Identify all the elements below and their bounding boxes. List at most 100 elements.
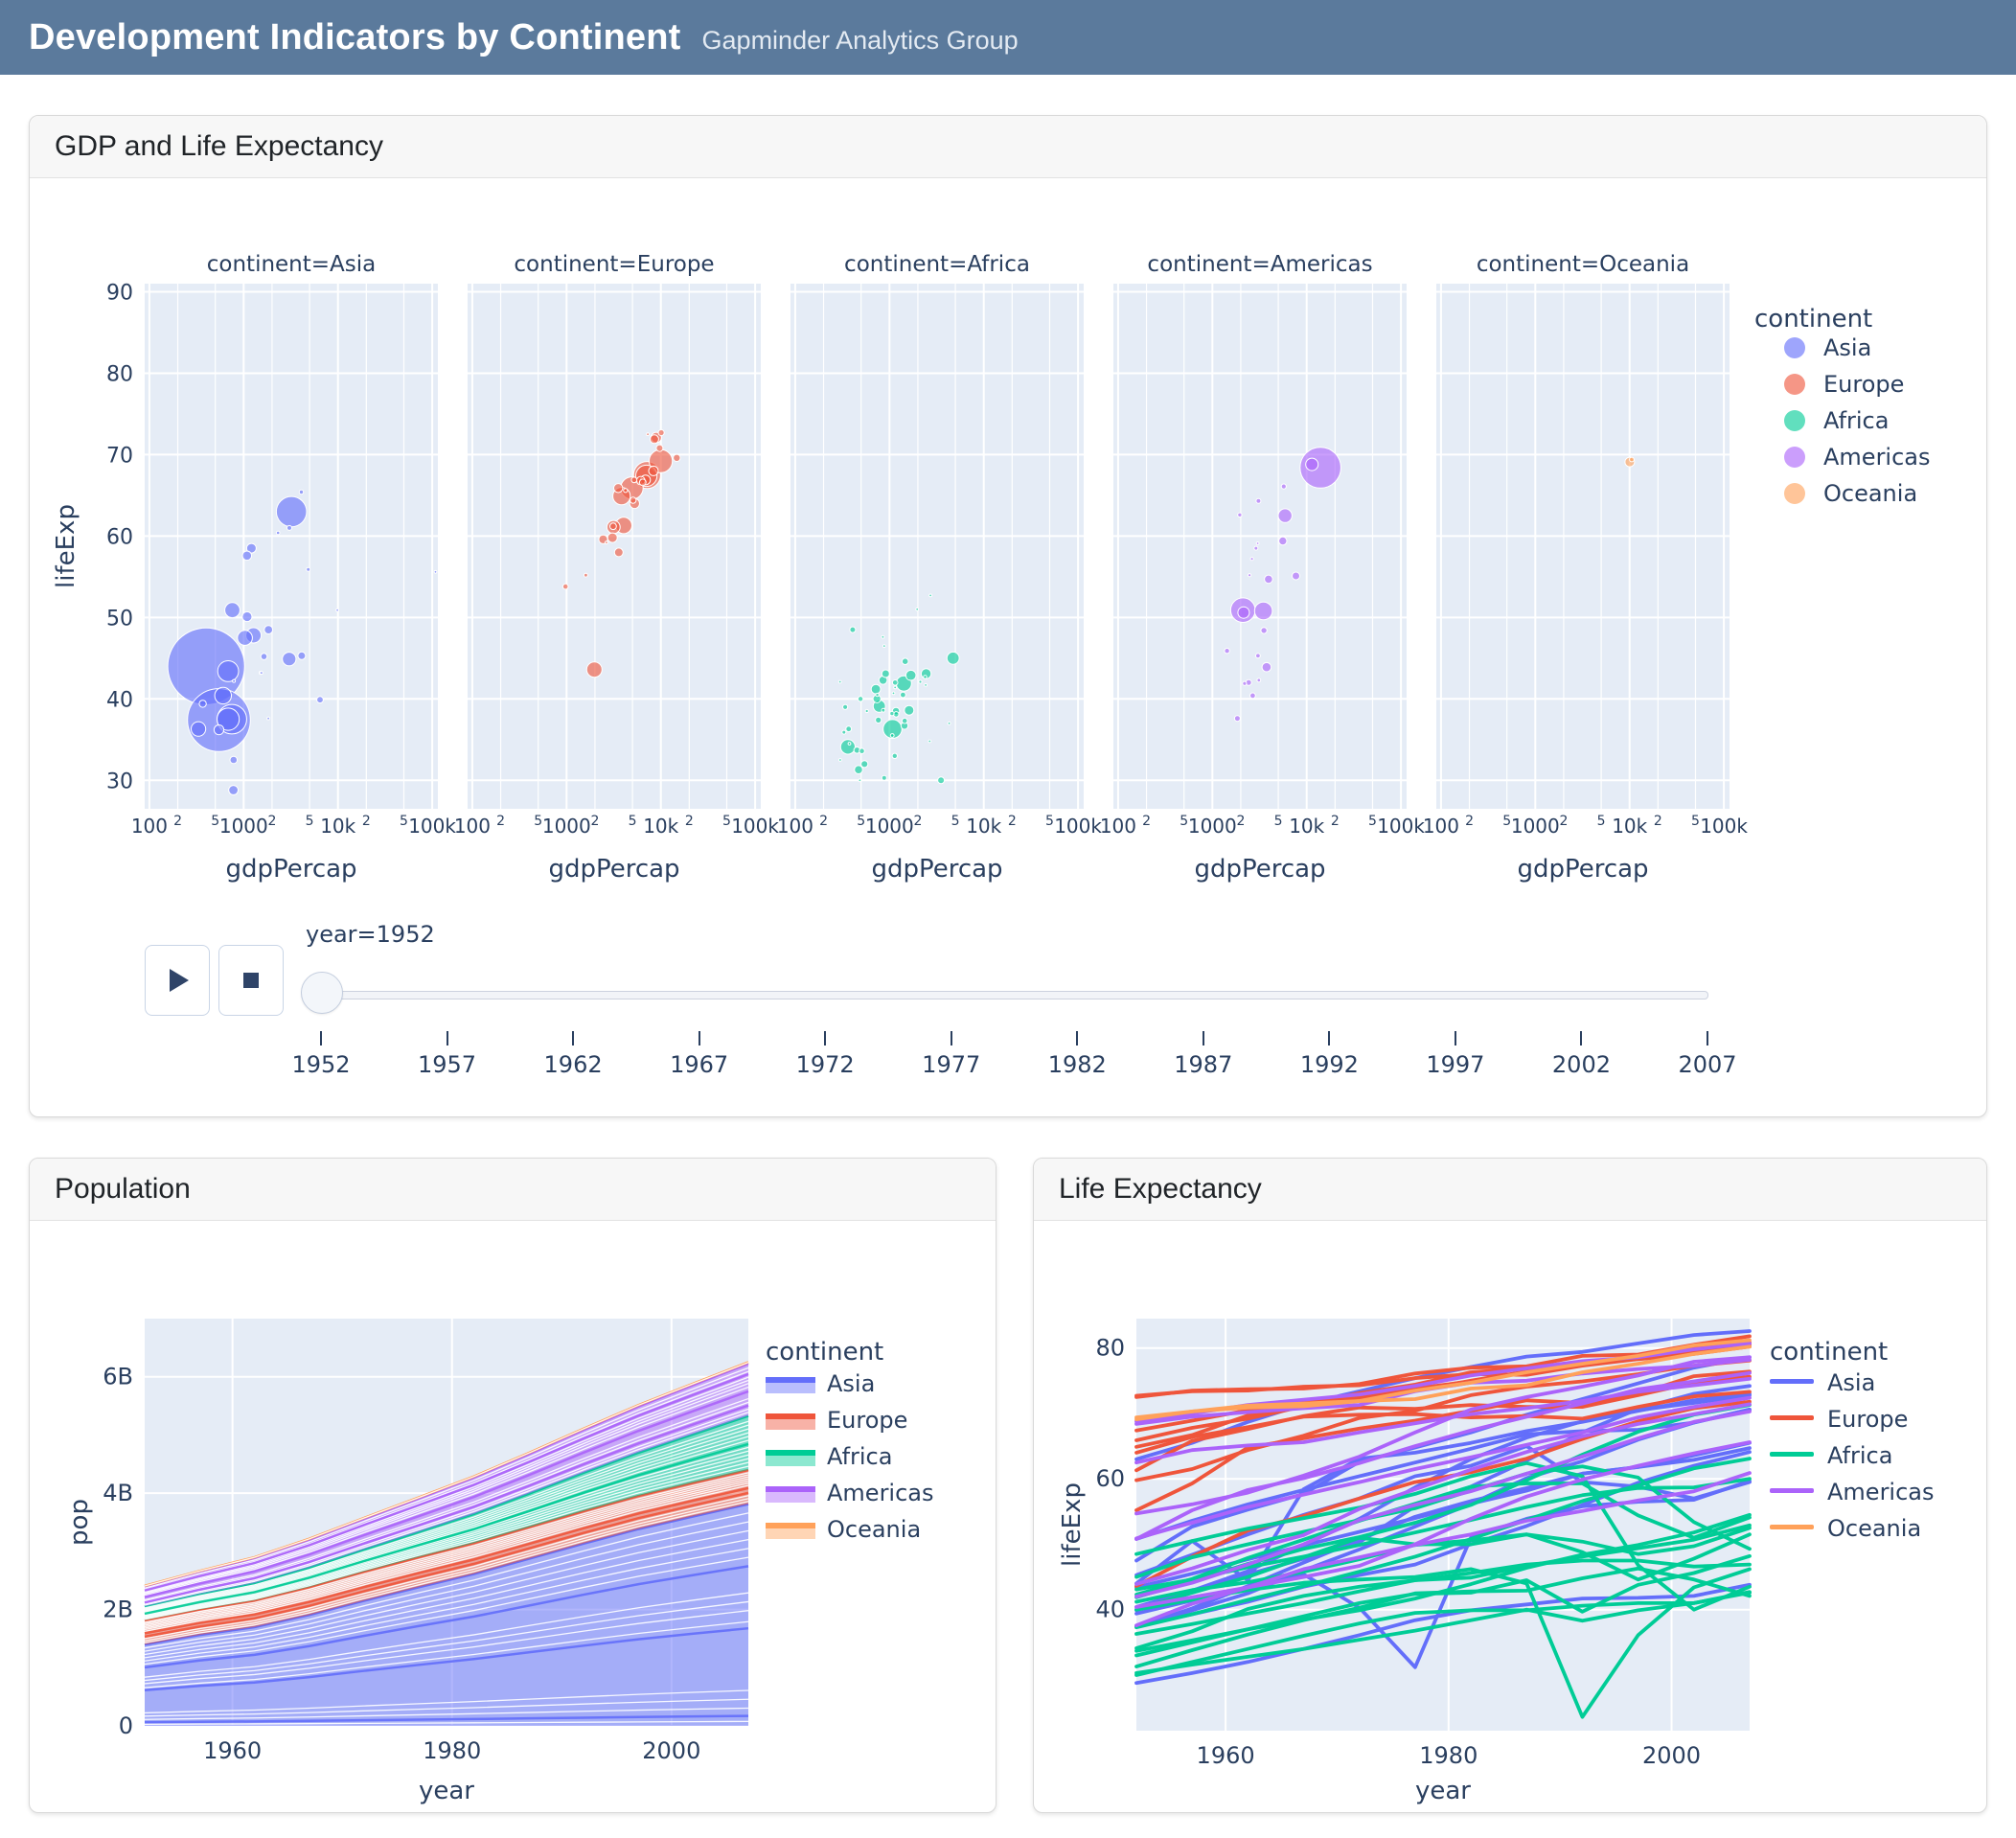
scatter-point[interactable] <box>306 566 311 572</box>
facet-americas[interactable] <box>1113 284 1407 809</box>
country-line[interactable] <box>1134 1440 1752 1609</box>
scatter-point[interactable] <box>1629 456 1635 463</box>
scatter-point[interactable] <box>241 610 253 623</box>
scatter-point[interactable] <box>1253 545 1259 551</box>
scatter-point[interactable] <box>923 675 928 679</box>
scatter-point[interactable] <box>881 634 885 639</box>
country-line[interactable] <box>1134 1553 1752 1658</box>
legend-item-americas[interactable]: Americas <box>1770 1479 1935 1505</box>
scatter-point[interactable] <box>1237 606 1250 619</box>
scatter-point[interactable] <box>263 625 274 635</box>
legend-item-oceania[interactable]: Oceania <box>1784 480 1917 507</box>
scatter-point[interactable] <box>286 524 292 531</box>
slider-tick-label[interactable]: 1977 <box>922 1051 981 1078</box>
scatter-point[interactable] <box>275 495 308 528</box>
scatter-point[interactable] <box>859 747 865 755</box>
country-line[interactable] <box>1134 1399 1752 1589</box>
country-line[interactable] <box>1134 1376 1752 1465</box>
scatter-point[interactable] <box>882 719 903 740</box>
scatter-point[interactable] <box>870 683 882 695</box>
scatter-point[interactable] <box>213 724 225 736</box>
scatter-point[interactable] <box>924 683 928 687</box>
scatter-point[interactable] <box>630 476 638 484</box>
slider-tick-label[interactable]: 1972 <box>795 1051 855 1078</box>
scatter-point[interactable] <box>1278 536 1288 546</box>
scatter-point[interactable] <box>607 532 618 543</box>
stop-button[interactable] <box>218 945 284 1016</box>
scatter-point[interactable] <box>655 444 664 452</box>
country-line[interactable] <box>1134 1457 1752 1630</box>
scatter-point[interactable] <box>891 752 898 759</box>
scatter-point[interactable] <box>1256 678 1262 683</box>
scatter-point[interactable] <box>1255 541 1260 545</box>
legend-item-asia[interactable]: Asia <box>766 1370 875 1397</box>
scatter-point[interactable] <box>900 691 906 699</box>
scatter-point[interactable] <box>1253 601 1273 621</box>
scatter-point[interactable] <box>297 651 307 660</box>
scatter-point[interactable] <box>275 530 281 536</box>
scatter-point[interactable] <box>946 651 960 665</box>
country-line[interactable] <box>1134 1374 1752 1473</box>
slider-tick-label[interactable]: 2002 <box>1551 1051 1611 1078</box>
facet-plot-europe[interactable] <box>468 284 761 809</box>
country-line[interactable] <box>1134 1355 1752 1516</box>
slider-tick-label[interactable]: 1967 <box>670 1051 729 1078</box>
legend-item-americas[interactable]: Americas <box>766 1480 934 1506</box>
scatter-point[interactable] <box>1242 680 1248 686</box>
scatter-point[interactable] <box>228 785 240 795</box>
scatter-point[interactable] <box>857 696 864 702</box>
scatter-point[interactable] <box>638 478 647 487</box>
country-line[interactable] <box>1134 1393 1752 1613</box>
play-button[interactable] <box>145 945 210 1016</box>
legend-item-oceania[interactable]: Oceania <box>1770 1515 1921 1542</box>
country-line[interactable] <box>1134 1329 1752 1461</box>
facet-plot-americas[interactable] <box>1113 284 1407 809</box>
scatter-point[interactable] <box>609 522 617 531</box>
population-area-canvas[interactable]: 0 2B 4B 6B 1960 1980 2000 year pop continent Asia E… <box>30 1220 994 1810</box>
scatter-point[interactable] <box>1305 457 1319 471</box>
scatter-point[interactable] <box>839 739 857 755</box>
scatter-point[interactable] <box>1260 627 1268 634</box>
scatter-point[interactable] <box>1280 483 1287 490</box>
scatter-point[interactable] <box>1264 574 1273 585</box>
scatter-point[interactable] <box>837 679 842 684</box>
country-line[interactable] <box>1134 1532 1752 1612</box>
year-slider-rail[interactable] <box>320 991 1708 999</box>
scatter-point[interactable] <box>266 716 271 721</box>
legend-item-asia[interactable]: Asia <box>1770 1369 1875 1396</box>
legend-item-europe[interactable]: Europe <box>1784 371 1904 398</box>
slider-tick-label[interactable]: 1997 <box>1426 1051 1485 1078</box>
scatter-point[interactable] <box>646 432 650 437</box>
scatter-point[interactable] <box>928 593 932 598</box>
legend-item-oceania[interactable]: Oceania <box>766 1516 921 1543</box>
scatter-point[interactable] <box>838 758 842 762</box>
scatter-point[interactable] <box>937 776 946 785</box>
country-line[interactable] <box>1134 1558 1752 1636</box>
legend-item-africa[interactable]: Africa <box>1770 1442 1892 1469</box>
scatter-point[interactable] <box>1224 648 1230 655</box>
scatter-point[interactable] <box>858 778 862 783</box>
scatter-point[interactable] <box>585 661 603 678</box>
scatter-point[interactable] <box>849 626 857 633</box>
country-line[interactable] <box>1134 1410 1752 1598</box>
facet-plot-africa[interactable] <box>790 284 1084 809</box>
country-line[interactable] <box>1134 1582 1752 1686</box>
scatter-point[interactable] <box>1255 497 1262 504</box>
country-line[interactable] <box>1134 1482 1752 1597</box>
scatter-point[interactable] <box>928 739 932 744</box>
scatter-point[interactable] <box>198 700 207 708</box>
facet-asia[interactable] <box>145 284 438 809</box>
scatter-point[interactable] <box>613 483 624 494</box>
country-line[interactable] <box>1134 1460 1752 1612</box>
year-slider-handle[interactable] <box>301 972 343 1014</box>
scatter-point[interactable] <box>316 696 324 704</box>
scatter-point[interactable] <box>630 496 637 504</box>
slider-tick-label[interactable]: 1957 <box>417 1051 477 1078</box>
scatter-point[interactable] <box>214 686 233 705</box>
scatter-point[interactable] <box>901 657 909 666</box>
scatter-point[interactable] <box>260 653 268 660</box>
legend-item-asia[interactable]: Asia <box>1784 334 1871 361</box>
scatter-point[interactable] <box>1249 557 1254 562</box>
slider-tick-label[interactable]: 2007 <box>1678 1051 1737 1078</box>
scatter-point[interactable] <box>882 644 886 649</box>
